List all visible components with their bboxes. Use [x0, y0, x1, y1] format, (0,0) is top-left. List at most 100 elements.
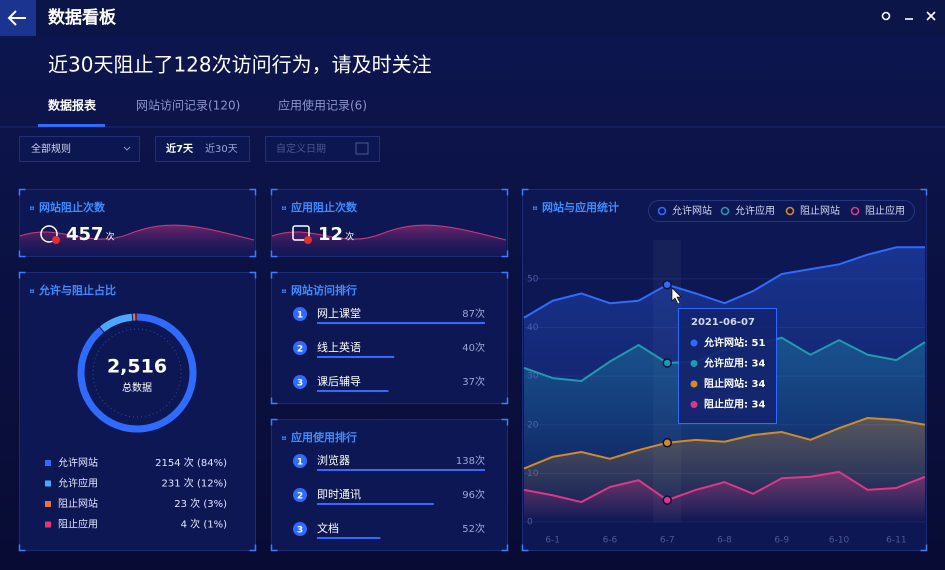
tooltip-row: 允许应用: 34 [703, 357, 765, 370]
legend-name: 允许网站 [58, 456, 98, 469]
card-corner [249, 544, 257, 552]
card-corner [249, 188, 257, 196]
legend-name: 允许应用 [58, 477, 98, 490]
card-corner [18, 271, 26, 279]
x-tick-label: 6-8 [717, 536, 732, 546]
card-corner [270, 188, 278, 196]
settings-icon[interactable] [881, 11, 891, 21]
card-corner [920, 188, 928, 196]
rank-badge [293, 307, 307, 321]
rank-name: 浏览器 [317, 453, 350, 467]
series-line [523, 246, 925, 319]
rank-bar [317, 322, 485, 324]
close-icon[interactable] [926, 11, 936, 21]
card-corner [270, 250, 278, 258]
legend-label: 允许应用 [735, 204, 775, 217]
legend-value: 231 次 (12%) [162, 477, 228, 490]
rank-badge [293, 454, 307, 468]
card-corner [270, 397, 278, 405]
rank-number: 2 [297, 345, 303, 355]
card-corner [18, 188, 26, 196]
legend-box [648, 200, 915, 222]
title-bar [0, 0, 945, 36]
card-corner [18, 544, 26, 552]
legend-marker [850, 206, 860, 216]
stat-unit: 次 [345, 231, 354, 243]
card-corner [521, 544, 529, 552]
rank-bar [317, 537, 381, 539]
x-tick-label: 6-6 [603, 536, 618, 546]
card-title: 应用使用排行 [291, 430, 357, 444]
card-title-icon: ⠶ [281, 204, 287, 213]
date-picker[interactable] [265, 136, 380, 162]
range-option[interactable]: 近30天 [205, 142, 238, 155]
rank-badge [293, 375, 307, 389]
rank-bar [317, 390, 389, 392]
rank-number: 3 [297, 379, 303, 389]
legend-label: 阻止应用 [865, 204, 905, 217]
card-corner [249, 250, 257, 258]
legend-swatch [45, 460, 51, 466]
card-corner [501, 271, 509, 279]
rank-name: 即时通讯 [317, 488, 361, 501]
card-corner [501, 544, 509, 552]
card-title: 网站阻止次数 [39, 200, 106, 214]
back-icon [7, 10, 26, 26]
decorative-wave [20, 225, 254, 256]
tooltip-marker [690, 401, 698, 408]
date-placeholder: 自定义日期 [276, 142, 326, 155]
browser-icon [292, 225, 310, 241]
card-title-icon: ⠶ [29, 204, 35, 213]
legend-label: 允许网站 [672, 204, 712, 217]
rank-name: 网上课堂 [317, 307, 361, 320]
page-title: 数据看板 [48, 7, 117, 28]
rank-badge [293, 488, 307, 502]
card-title-icon: ⠶ [532, 204, 538, 213]
donut-inner-ring [92, 328, 182, 418]
tab[interactable]: 网站访问记录(120) [136, 99, 240, 113]
legend-name: 阻止应用 [58, 518, 98, 531]
card [271, 272, 508, 404]
legend-value: 2154 次 (84%) [155, 456, 227, 469]
x-tick-label: 6-11 [886, 536, 906, 546]
card-corner [501, 397, 509, 405]
stat-value: 457 [66, 224, 104, 245]
tab[interactable]: 数据报表 [48, 98, 97, 113]
card-corner [270, 271, 278, 279]
donut-total-label: 总数据 [122, 381, 152, 394]
rank-value: 87次 [462, 307, 485, 320]
rank-number: 2 [297, 492, 303, 502]
card-title-icon: ⠶ [281, 287, 287, 296]
card-title-icon: ⠶ [29, 287, 35, 296]
rank-bar [317, 356, 395, 358]
rank-badge [293, 522, 307, 536]
tab[interactable]: 应用使用记录(6) [278, 98, 367, 113]
rank-name: 线上英语 [317, 340, 361, 354]
select-arrow [123, 146, 131, 151]
range-toggle [155, 136, 250, 162]
rank-name: 课后辅导 [317, 374, 361, 388]
tooltip-marker [690, 339, 698, 347]
card-corner [920, 544, 928, 552]
card-corner [18, 250, 26, 258]
card-title: 网站访问排行 [291, 283, 357, 297]
rule-select-text: 全部规则 [31, 142, 71, 155]
legend-name: 阻止网站 [58, 497, 98, 510]
active-tab-underline [38, 124, 105, 127]
x-tick-label: 6-10 [829, 536, 850, 546]
rank-number: 3 [297, 526, 303, 536]
decorative-wave [272, 225, 506, 256]
y-tick-label: 50 [527, 274, 539, 284]
headline: 近30天阻止了128次访问行为，请及时关注 [48, 53, 432, 77]
card-title: 应用阻止次数 [291, 200, 358, 214]
rule-select[interactable] [19, 136, 140, 162]
legend-value: 23 次 (3%) [174, 497, 227, 510]
card-corner [270, 544, 278, 552]
tooltip-row: 阻止应用: 34 [704, 398, 765, 411]
legend-swatch [45, 501, 51, 507]
legend-marker [785, 206, 795, 216]
card-corner [501, 188, 509, 196]
rank-value: 40次 [462, 341, 485, 354]
decorative-wave-line [271, 224, 507, 241]
range-option[interactable]: 近7天 [166, 142, 194, 155]
